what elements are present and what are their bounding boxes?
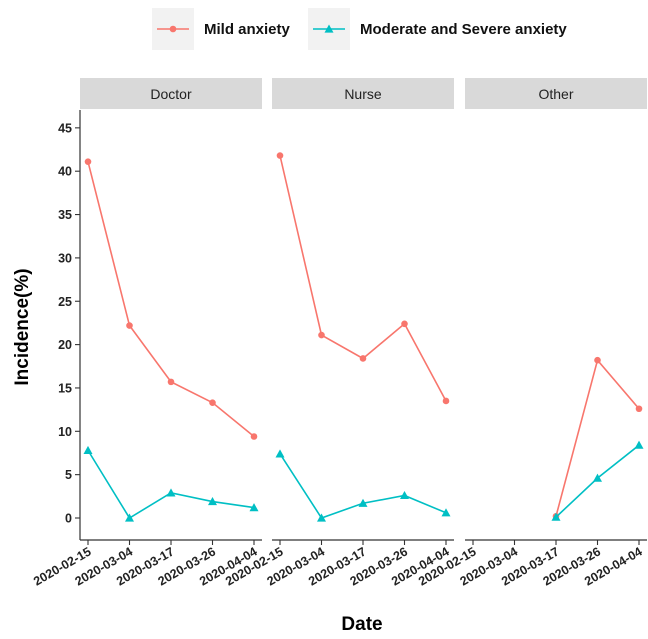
data-point — [594, 356, 601, 364]
y-tick-label: 5 — [65, 468, 72, 482]
data-point — [249, 503, 259, 512]
data-point — [276, 152, 284, 159]
strip-label: Doctor — [150, 86, 192, 102]
data-point — [441, 508, 451, 517]
y-axis: 0 5 10 15 20 25 30 35 40 45 — [58, 110, 81, 540]
data-point — [125, 513, 134, 522]
legend-label: Moderate and Severe anxiety — [360, 21, 567, 38]
strip-background — [465, 78, 647, 109]
legend-label: Mild anxiety — [204, 21, 291, 38]
y-tick-label: 0 — [65, 512, 72, 526]
data-point — [401, 320, 408, 328]
series-line — [87, 449, 255, 520]
panels: Doctor2020-02-152020-03-042020-03-172020… — [31, 78, 647, 589]
data-point — [209, 399, 216, 406]
data-point — [593, 473, 602, 482]
data-point — [359, 355, 367, 362]
legend: Mild anxiety Moderate and Severe anxiety — [152, 8, 567, 50]
y-tick-label: 30 — [58, 251, 72, 265]
strip-background — [272, 78, 454, 109]
y-tick-label: 45 — [58, 121, 72, 135]
data-point — [442, 397, 450, 405]
data-point — [167, 378, 175, 386]
y-tick-label: 15 — [58, 381, 72, 395]
data-point — [358, 498, 368, 507]
legend-key-marker — [324, 24, 334, 33]
strip-background — [80, 78, 262, 109]
data-point — [317, 513, 326, 522]
panel-nurse: Nurse2020-02-152020-03-042020-03-172020-… — [223, 78, 454, 589]
data-point — [83, 445, 93, 454]
y-tick-label: 10 — [58, 425, 72, 439]
data-point — [250, 433, 258, 440]
data-point — [208, 497, 217, 506]
data-point — [318, 331, 325, 339]
strip-label: Other — [538, 86, 573, 102]
y-tick-label: 25 — [58, 295, 72, 309]
x-axis-title: Date — [341, 614, 382, 635]
data-point — [126, 322, 133, 329]
y-tick-label: 40 — [58, 165, 72, 179]
series-line — [87, 161, 255, 438]
data-point — [551, 512, 561, 521]
series-line — [279, 155, 447, 402]
data-point — [84, 158, 92, 165]
data-point — [400, 490, 409, 500]
data-point — [635, 405, 643, 413]
series-line — [279, 453, 447, 519]
data-point — [275, 449, 285, 458]
panel-other: Other2020-02-152020-03-042020-03-172020-… — [416, 78, 647, 589]
y-tick-label: 20 — [58, 338, 72, 352]
strip-label: Nurse — [344, 86, 382, 102]
data-point — [634, 440, 644, 449]
y-tick-label: 35 — [58, 208, 72, 222]
data-point — [166, 488, 176, 497]
legend-key-marker — [169, 25, 177, 33]
y-axis-title: Incidence(%) — [12, 268, 33, 385]
series-line — [555, 358, 640, 517]
